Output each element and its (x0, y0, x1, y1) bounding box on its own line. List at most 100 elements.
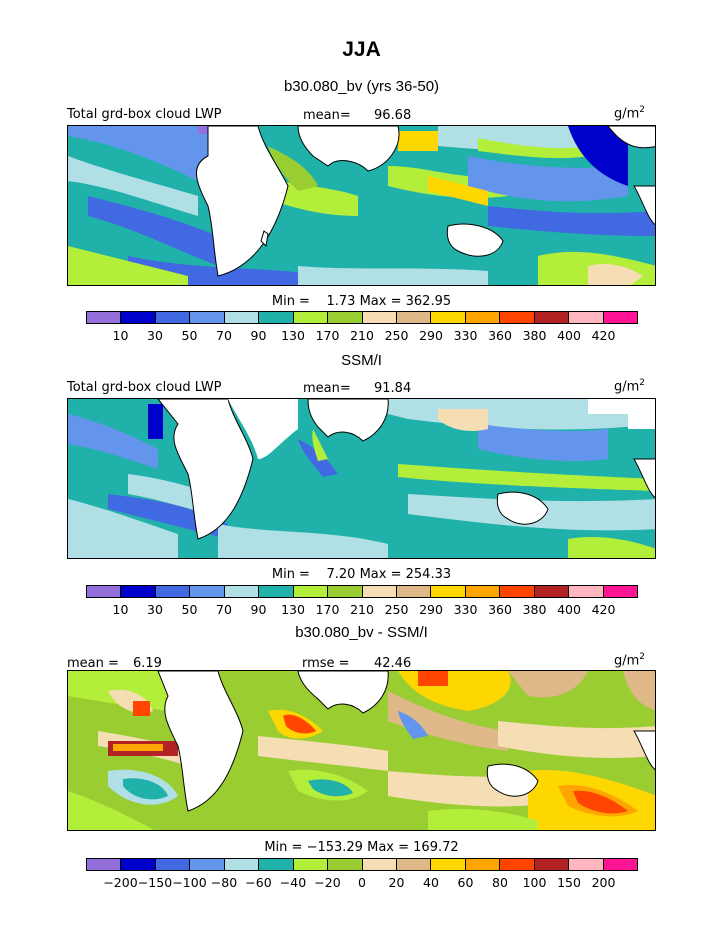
colorbar-swatch (362, 586, 397, 597)
colorbar-swatch (569, 586, 604, 597)
panel2-title: SSM/I (341, 352, 382, 369)
colorbar-swatch (293, 586, 329, 597)
colorbar-swatch (431, 586, 466, 597)
colorbar-swatch (396, 859, 432, 870)
colorbar-tick-label: 80 (492, 875, 508, 890)
colorbar-swatch (396, 586, 432, 597)
colorbar-swatch (534, 312, 570, 323)
colorbar-tick-label: 420 (591, 602, 616, 617)
colorbar-swatch (87, 312, 122, 323)
panel2-units: g/m2 (614, 378, 646, 395)
colorbar-tick-label: 130 (281, 328, 305, 343)
panel1-minmax: Min = 1.73 Max = 362.95 (271, 294, 452, 309)
colorbar-tick-label: 20 (388, 875, 405, 890)
colorbar-swatch (465, 586, 501, 597)
colorbar-swatch (155, 859, 191, 870)
colorbar-tick-label: 10 (112, 602, 129, 617)
panel1-units: g/m2 (614, 105, 646, 122)
panel3-mean-value: 6.19 (133, 656, 162, 671)
colorbar-swatch (224, 859, 260, 870)
colorbar-swatch (328, 312, 363, 323)
page-title: JJA (342, 38, 381, 61)
colorbar-tick-label: 360 (488, 328, 512, 343)
colorbar-tick-label: 250 (384, 602, 409, 617)
panel3-rmse-value: 42.46 (374, 656, 412, 671)
colorbar-swatch (603, 859, 637, 870)
colorbar-swatch (569, 859, 604, 870)
colorbar-swatch (121, 586, 156, 597)
colorbar-tick-label: −40 (279, 875, 307, 890)
colorbar-swatch (500, 859, 535, 870)
colorbar-tick-label: 90 (250, 328, 267, 343)
panel2-mean-value: 91.84 (374, 381, 412, 396)
colorbar-swatch (431, 312, 466, 323)
panel2-minmax: Min = 7.20 Max = 254.33 (271, 567, 452, 582)
colorbar-swatch (190, 312, 225, 323)
panel3-rmse-label: rmse = (302, 656, 350, 671)
panel2-mean-label: mean= (303, 381, 351, 396)
colorbar-tick-label: 60 (457, 875, 474, 890)
colorbar-swatch (155, 312, 191, 323)
colorbar-swatch (500, 586, 535, 597)
colorbar-tick-label: 400 (557, 602, 581, 617)
colorbar-swatch (603, 312, 637, 323)
colorbar-swatch (224, 312, 260, 323)
colorbar-tick-label: 30 (147, 328, 163, 343)
colorbar-tick-label: 380 (522, 328, 547, 343)
colorbar-tick-label: 200 (591, 875, 616, 890)
panel3-map (67, 670, 656, 831)
colorbar-tick-label: 70 (216, 602, 232, 617)
colorbar-tick-label: −200 (103, 875, 138, 890)
colorbar-swatch (328, 586, 363, 597)
colorbar-tick-label: 130 (281, 602, 305, 617)
panel3-title: b30.080_bv - SSM/I (295, 624, 428, 641)
colorbar-tick-label: −20 (314, 875, 341, 890)
colorbar-tick-label: 420 (591, 328, 616, 343)
colorbar-swatch (259, 312, 294, 323)
panel2-colorbar (86, 585, 638, 598)
panel3-colorbar-ticks: −200 −150 −100 −80 −60 −40 −20 0 20 40 60 80 100 150 2… (86, 875, 638, 891)
colorbar-tick-label: 290 (419, 602, 443, 617)
panel2-colorbar-ticks: 10 30 50 70 90 130 170 210 250 290 330 360 380 400 420 (86, 602, 638, 618)
colorbar-swatch (362, 859, 397, 870)
colorbar-tick-label: 380 (522, 602, 547, 617)
colorbar-swatch (224, 586, 260, 597)
colorbar-tick-label: 50 (181, 328, 198, 343)
panel2-map (67, 398, 656, 559)
panel1-mean-label: mean= (303, 108, 351, 123)
colorbar-swatch (190, 859, 225, 870)
colorbar-swatch (328, 859, 363, 870)
panel3-minmax: Min = −153.29 Max = 169.72 (264, 840, 459, 855)
colorbar-swatch (293, 312, 329, 323)
colorbar-swatch (87, 859, 122, 870)
colorbar-swatch (362, 312, 397, 323)
colorbar-tick-label: 330 (453, 602, 478, 617)
colorbar-tick-label: 210 (350, 328, 374, 343)
panel1-colorbar (86, 311, 638, 324)
colorbar-tick-label: 290 (419, 328, 443, 343)
colorbar-swatch (259, 859, 294, 870)
panel3-mean-label: mean = (67, 656, 119, 671)
colorbar-tick-label: 70 (216, 328, 232, 343)
colorbar-swatch (534, 859, 570, 870)
colorbar-tick-label: −100 (172, 875, 207, 890)
colorbar-swatch (121, 859, 156, 870)
colorbar-tick-label: 40 (423, 875, 439, 890)
colorbar-tick-label: 50 (181, 602, 198, 617)
colorbar-tick-label: 30 (147, 602, 163, 617)
colorbar-swatch (87, 586, 122, 597)
colorbar-swatch (431, 859, 466, 870)
colorbar-swatch (465, 859, 501, 870)
panel1-title: b30.080_bv (yrs 36-50) (283, 78, 440, 95)
colorbar-swatch (569, 312, 604, 323)
colorbar-tick-label: 150 (557, 875, 581, 890)
colorbar-tick-label: 170 (315, 328, 340, 343)
colorbar-swatch (155, 586, 191, 597)
colorbar-tick-label: 100 (522, 875, 547, 890)
panel1-mean-value: 96.68 (374, 108, 412, 123)
colorbar-tick-label: 210 (350, 602, 374, 617)
colorbar-tick-label: 330 (453, 328, 478, 343)
colorbar-swatch (259, 586, 294, 597)
colorbar-swatch (190, 586, 225, 597)
panel1-map (67, 125, 656, 286)
